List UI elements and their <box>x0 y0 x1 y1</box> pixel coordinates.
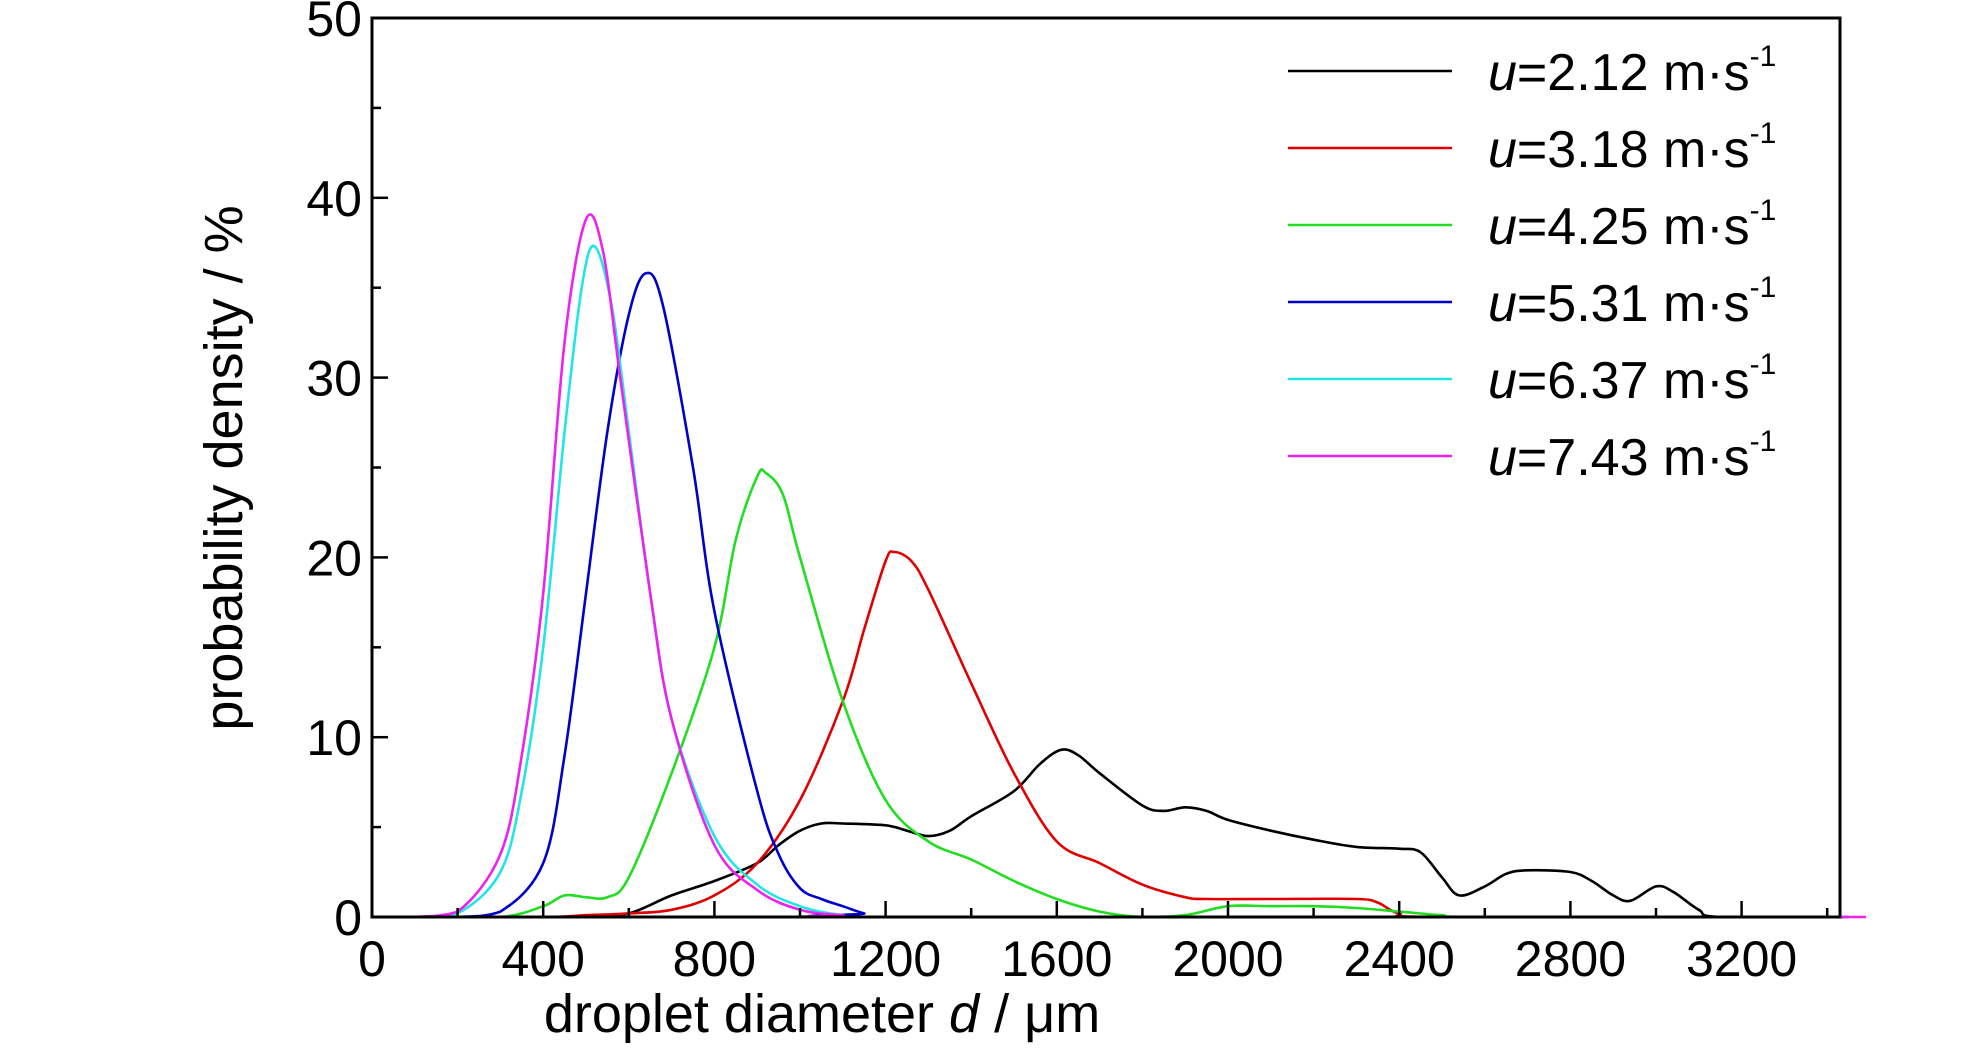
y-tick-label: 10 <box>306 710 362 766</box>
y-tick-label: 30 <box>306 351 362 407</box>
x-axis-title: droplet diameter d / μm <box>544 984 1100 1044</box>
x-tick-label: 2800 <box>1515 931 1626 987</box>
tick-labels: 0 400 800 1200 1600 2000 2400 2800 3200 0 10 20 30 40… <box>306 0 1797 987</box>
legend-label-1: u=2.12 m·s-1 <box>1488 40 1776 102</box>
series-line-1 <box>414 748 1849 919</box>
y-tick-label: 50 <box>306 0 362 47</box>
legend-label-3: u=4.25 m·s-1 <box>1488 194 1776 256</box>
y-axis-title: probability density / % <box>194 205 254 730</box>
x-tick-label: 1200 <box>830 931 941 987</box>
x-tick-label: 3200 <box>1686 931 1797 987</box>
x-tick-label: 2400 <box>1344 931 1455 987</box>
legend-label-2: u=3.18 m·s-1 <box>1488 117 1776 179</box>
x-axis-title-suffix: / μm <box>979 984 1100 1044</box>
series-line-2 <box>414 550 1849 919</box>
legend-label-4: u=5.31 m·s-1 <box>1488 271 1776 333</box>
x-tick-label: 1600 <box>1001 931 1112 987</box>
series-line-5 <box>414 244 1849 919</box>
y-tick-label: 20 <box>306 530 362 586</box>
x-tick-label: 400 <box>501 931 584 987</box>
y-tick-label: 40 <box>306 171 362 227</box>
legend-label-5: u=6.37 m·s-1 <box>1488 348 1776 410</box>
series-line-3 <box>414 468 1849 919</box>
x-axis-title-var: d <box>949 984 981 1044</box>
x-tick-label: 0 <box>358 931 386 987</box>
axis-ticks <box>370 16 1829 919</box>
x-tick-label: 800 <box>673 931 756 987</box>
legend: u=2.12 m·s-1 u=3.18 m·s-1 u=4.25 m·s-1 u=5.… <box>1288 40 1776 487</box>
x-tick-label: 2000 <box>1172 931 1283 987</box>
y-tick-label: 0 <box>334 890 362 946</box>
x-axis-title-prefix: droplet diameter <box>544 984 949 1044</box>
legend-label-6: u=7.43 m·s-1 <box>1488 425 1776 487</box>
